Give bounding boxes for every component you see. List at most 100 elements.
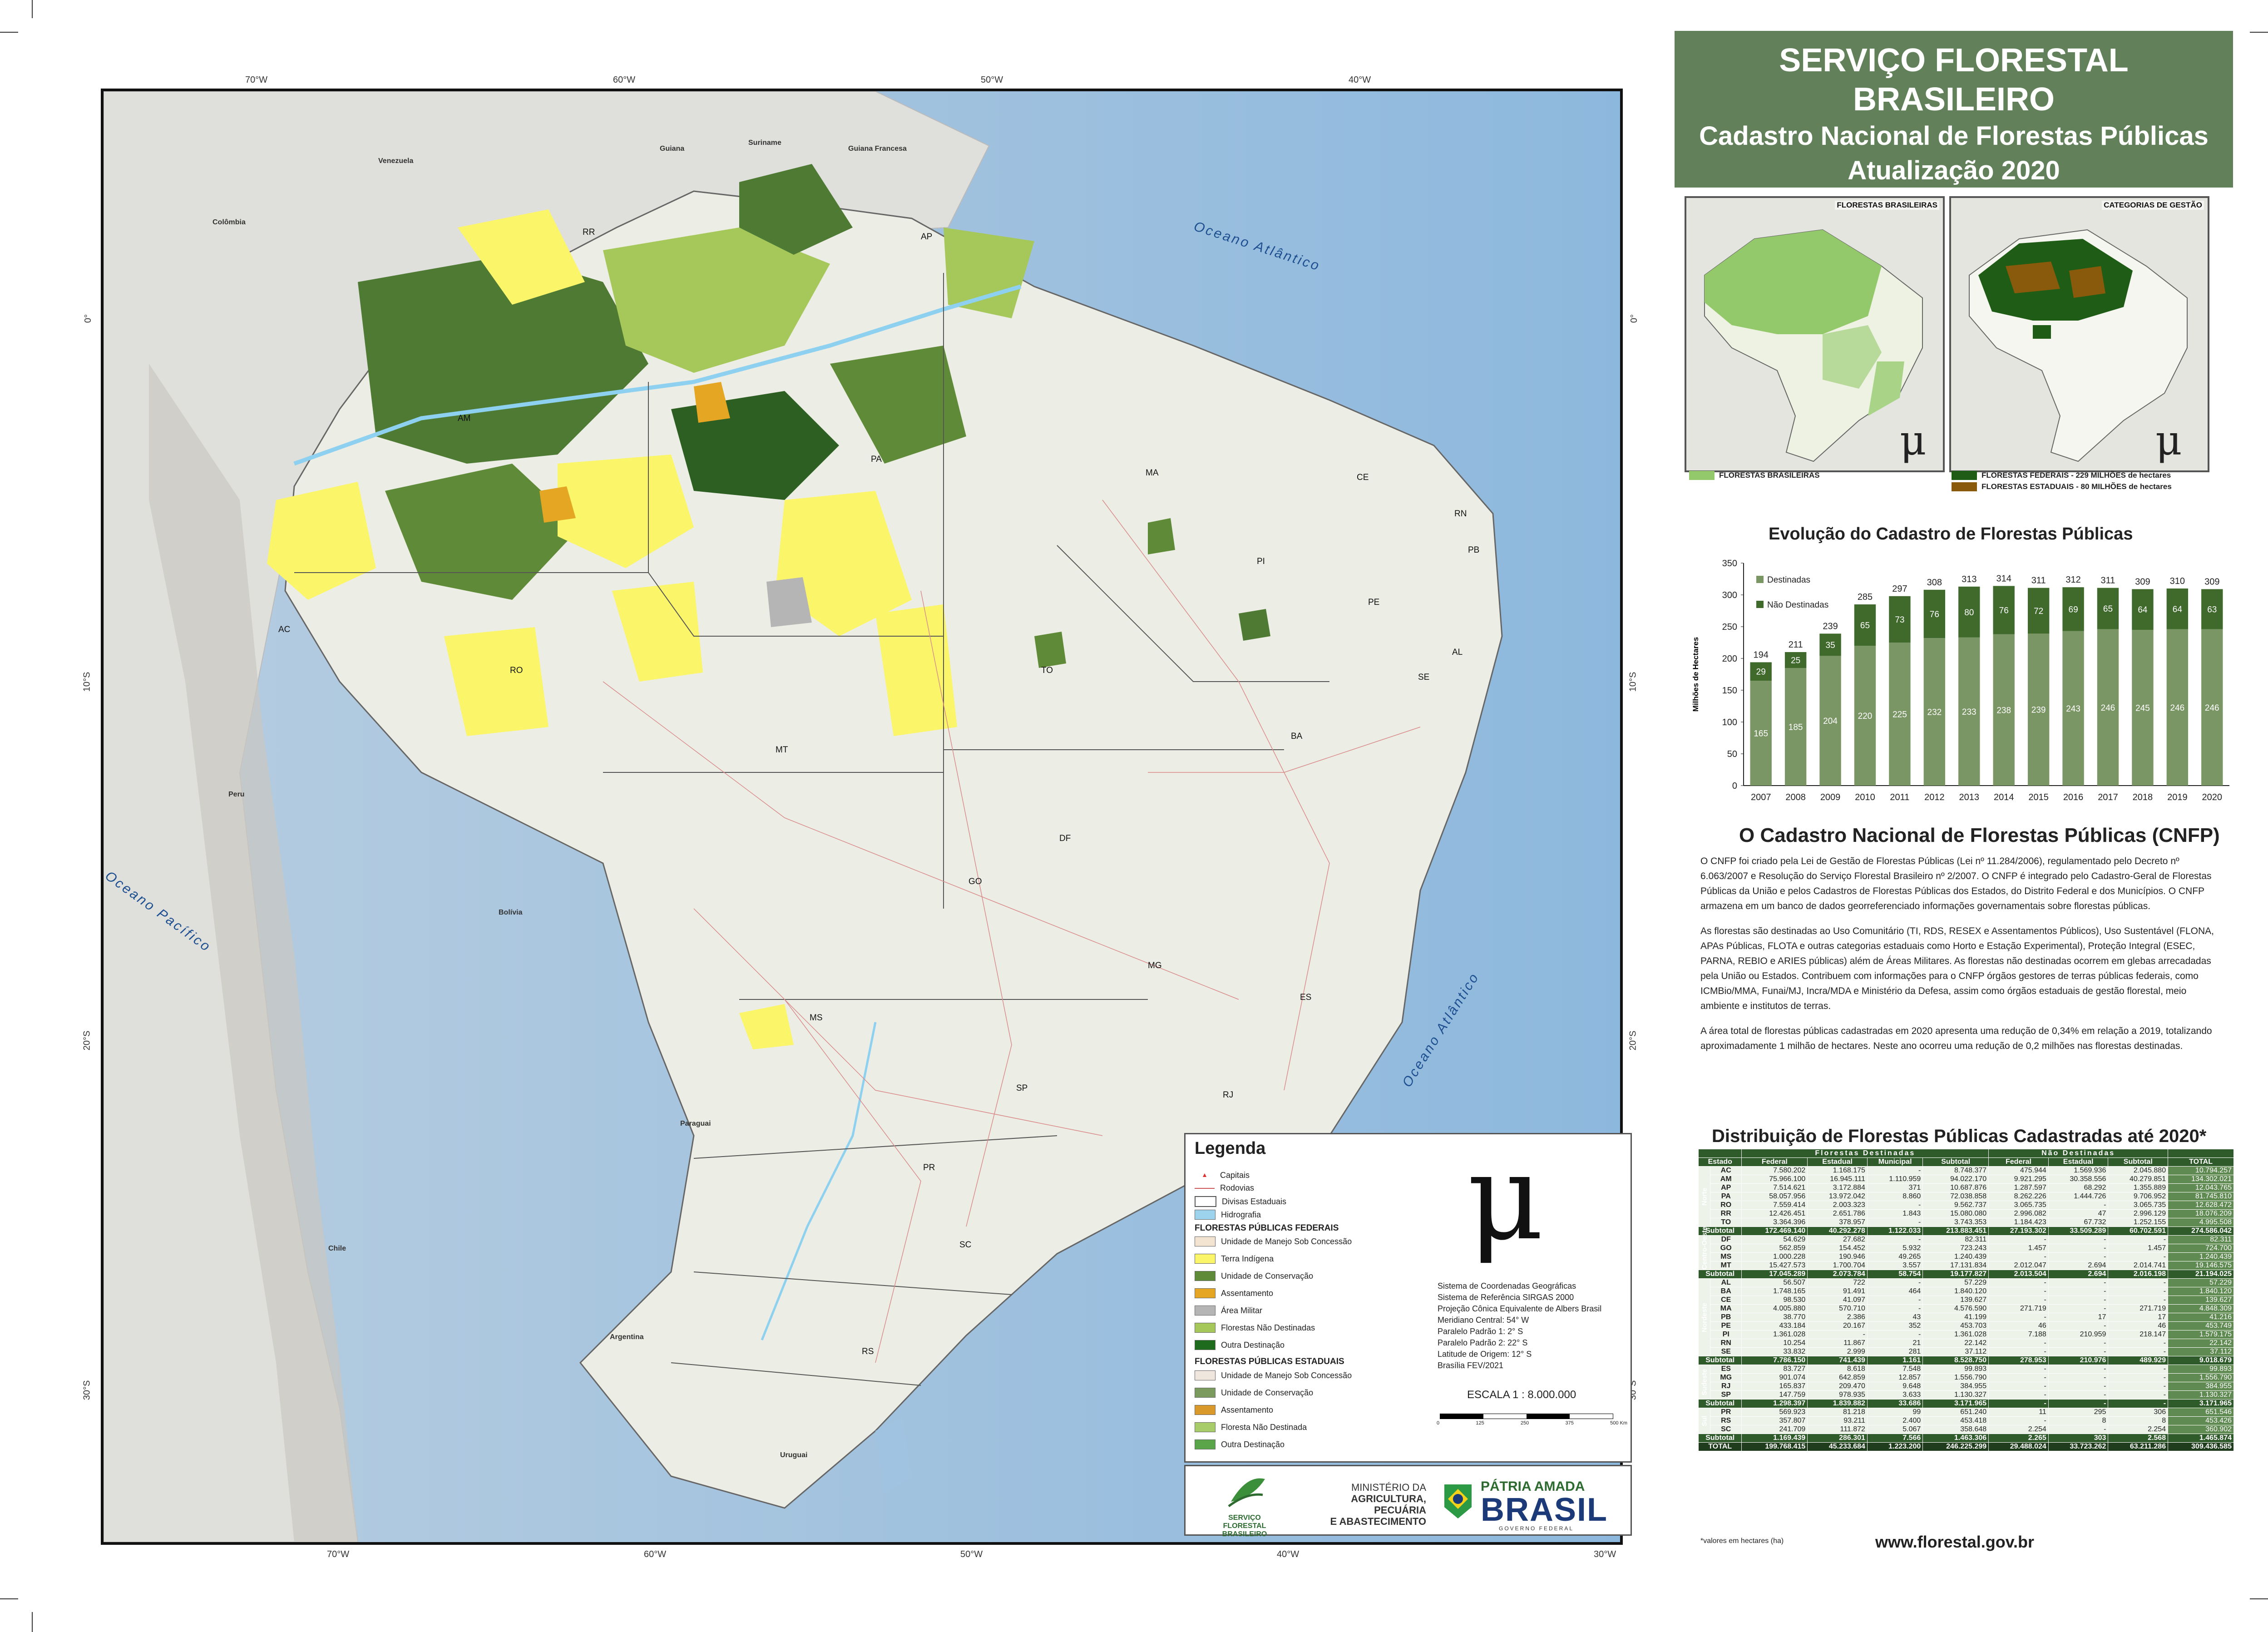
table-cell: 83.727 bbox=[1741, 1365, 1808, 1374]
distribution-table-wrap: Florestas Destinadas Não Destinadas Esta… bbox=[1698, 1149, 2234, 1451]
table-cell: 58.754 bbox=[1867, 1270, 1923, 1279]
bar-nao-destinadas bbox=[1784, 652, 1807, 668]
table-cell: 41.216 bbox=[2168, 1313, 2234, 1322]
state-label-mg: MG bbox=[1148, 961, 1162, 970]
legend-federal-item: Unidade de Conservação bbox=[1195, 1271, 1313, 1281]
table-cell: 3.743.353 bbox=[1922, 1218, 1989, 1227]
table-cell: 384.955 bbox=[1922, 1382, 1989, 1391]
x-tick-label: 2009 bbox=[1820, 792, 1841, 802]
lon-label-top-50: 50°W bbox=[981, 75, 1003, 85]
distribution-title: Distribuição de Florestas Públicas Cadas… bbox=[1712, 1126, 2207, 1146]
table-subtotal-row: Subtotal 1.298.397 1.839.882 33.686 3.171.96… bbox=[1698, 1399, 2234, 1408]
bar-value-label: 245 bbox=[2135, 704, 2150, 713]
table-cell: - bbox=[1867, 1235, 1923, 1244]
bar-total-label: 308 bbox=[1927, 578, 1942, 588]
table-row: AP 7.514.621 3.172.884 371 10.687.876 1.287.5… bbox=[1699, 1183, 2234, 1192]
table-cell: 29.488.024 bbox=[1988, 1442, 2049, 1451]
table-cell: 569.923 bbox=[1741, 1408, 1808, 1417]
state-label-pe: PE bbox=[1368, 598, 1380, 607]
table-cell: 278.953 bbox=[1988, 1356, 2049, 1365]
crop-mark-tl bbox=[0, 32, 18, 33]
table-cell: 360.902 bbox=[2168, 1425, 2234, 1434]
table-cell: 93.211 bbox=[1807, 1416, 1868, 1425]
y-tick-label: 150 bbox=[1722, 686, 1737, 696]
table-cell: - bbox=[2048, 1339, 2109, 1348]
bar-total-label: 312 bbox=[2065, 575, 2080, 585]
table-row: PE 433.184 20.167 352 453.703 46-46 453.749 bbox=[1699, 1321, 2234, 1330]
bar-value-label: 233 bbox=[1962, 707, 1976, 717]
table-header-blank bbox=[1698, 1149, 1742, 1158]
table-cell: 154.452 bbox=[1807, 1244, 1868, 1253]
table-cell: 4.848.309 bbox=[2168, 1304, 2234, 1313]
y-tick-label: 350 bbox=[1722, 559, 1737, 569]
table-cell: 30.358.556 bbox=[2048, 1175, 2109, 1184]
table-cell: - bbox=[2048, 1382, 2109, 1391]
state-label-pa: PA bbox=[871, 455, 882, 464]
state-code-cell: PA bbox=[1710, 1192, 1742, 1201]
legend-federal-item: Outra Destinação bbox=[1195, 1340, 1285, 1350]
table-cell: 651.240 bbox=[1922, 1408, 1989, 1417]
evolution-bar-chart: 0 50 100 150 200 250 300 350 Milhões de Hectares… bbox=[1691, 559, 2229, 802]
table-cell: 2.003.323 bbox=[1807, 1201, 1868, 1210]
legend-hidrografia: Hidrografia bbox=[1195, 1210, 1261, 1220]
table-cell: 1.361.028 bbox=[1741, 1330, 1808, 1339]
table-cell: 3.065.735 bbox=[2108, 1201, 2169, 1210]
state-code-cell: MA bbox=[1710, 1304, 1742, 1313]
table-cell: 1.556.790 bbox=[1922, 1373, 1989, 1382]
x-tick-label: 2008 bbox=[1785, 792, 1806, 802]
inset-legend-estaduais: FLORESTAS ESTADUAIS - 80 MILHÕES de hect… bbox=[1952, 482, 2172, 491]
table-cell: 9.648 bbox=[1867, 1382, 1923, 1391]
table-cell: 2.254 bbox=[2108, 1425, 2169, 1434]
table-cell: 642.859 bbox=[1807, 1373, 1868, 1382]
bar-value-label: 246 bbox=[2205, 703, 2219, 713]
table-cell: - bbox=[2048, 1425, 2109, 1434]
table-cell: 7.548 bbox=[1867, 1365, 1923, 1374]
inset-title-left: FLORESTAS BRASILEIRAS bbox=[1835, 201, 1939, 210]
bar-nao-destinadas bbox=[1819, 633, 1841, 656]
legend-state-heading: FLORESTAS PÚBLICAS ESTADUAIS bbox=[1195, 1357, 1344, 1366]
table-cell: 489.929 bbox=[2108, 1356, 2169, 1365]
projection-line: Paralelo Padrão 1: 2° S bbox=[1438, 1327, 1523, 1336]
table-cell: 2.694 bbox=[2048, 1270, 2109, 1279]
x-tick-label: 2015 bbox=[2028, 792, 2049, 802]
table-cell: - bbox=[2048, 1399, 2109, 1408]
table-cell: 134.302.021 bbox=[2168, 1175, 2234, 1184]
bar-value-label: 238 bbox=[1996, 706, 2011, 715]
lon-label-top-70: 70°W bbox=[245, 75, 268, 85]
table-cell: - bbox=[2048, 1278, 2109, 1287]
projection-line: Paralelo Padrão 2: 22° S bbox=[1438, 1338, 1528, 1347]
inset-legend-federais: FLORESTAS FEDERAIS - 229 MILHÕES de hect… bbox=[1952, 471, 2171, 480]
website-url[interactable]: www.florestal.gov.br bbox=[1875, 1533, 2035, 1551]
legend-state-item: Floresta Não Destinada bbox=[1195, 1422, 1307, 1432]
table-cell: 8.528.750 bbox=[1922, 1356, 1989, 1365]
region-label: Sul bbox=[1698, 1408, 1710, 1434]
table-subtotal-row: Subtotal 1.169.439 286.301 7.566 1.463.306 2.… bbox=[1698, 1434, 2234, 1443]
scale-tick: 375 bbox=[1565, 1420, 1574, 1426]
bar-value-label: 73 bbox=[1895, 615, 1904, 625]
table-cell: 4.005.880 bbox=[1741, 1304, 1808, 1313]
table-cell: 41.199 bbox=[1922, 1313, 1989, 1322]
legend-swatch bbox=[1195, 1370, 1216, 1380]
cnfp-title: O Cadastro Nacional de Florestas Pública… bbox=[1739, 824, 2220, 846]
state-label-go: GO bbox=[968, 877, 982, 886]
legend-swatch bbox=[1195, 1439, 1216, 1449]
bar-value-label: 76 bbox=[1999, 606, 2009, 616]
table-cell: 1.556.790 bbox=[2168, 1373, 2234, 1382]
table-cell: 2.568 bbox=[2108, 1434, 2169, 1443]
legend-rodovias: Rodovias bbox=[1195, 1183, 1254, 1193]
state-code-cell: PI bbox=[1710, 1330, 1742, 1339]
scale-ticks: 0 125 250 375 500 Km bbox=[1437, 1420, 1627, 1426]
table-cell: 3.065.735 bbox=[1988, 1201, 2049, 1210]
country-label-guiana-francesa: Guiana Francesa bbox=[848, 145, 907, 153]
state-label-es: ES bbox=[1300, 993, 1312, 1002]
bar-destinadas bbox=[2132, 630, 2154, 786]
table-cell: 3.172.884 bbox=[1807, 1183, 1868, 1192]
table-cell: - bbox=[1988, 1347, 2049, 1356]
legend-divisas: Divisas Estaduais bbox=[1195, 1196, 1286, 1207]
bar-total-label: 313 bbox=[1962, 574, 1976, 584]
state-label-sp: SP bbox=[1016, 1083, 1028, 1093]
legend-swatch bbox=[1195, 1254, 1216, 1264]
table-row: SP 147.759 978.935 3.633 1.130.327- - -1.130.3… bbox=[1699, 1390, 2234, 1400]
table-cell: 246.225.299 bbox=[1922, 1442, 1989, 1451]
table-cell: 43 bbox=[1867, 1313, 1923, 1322]
